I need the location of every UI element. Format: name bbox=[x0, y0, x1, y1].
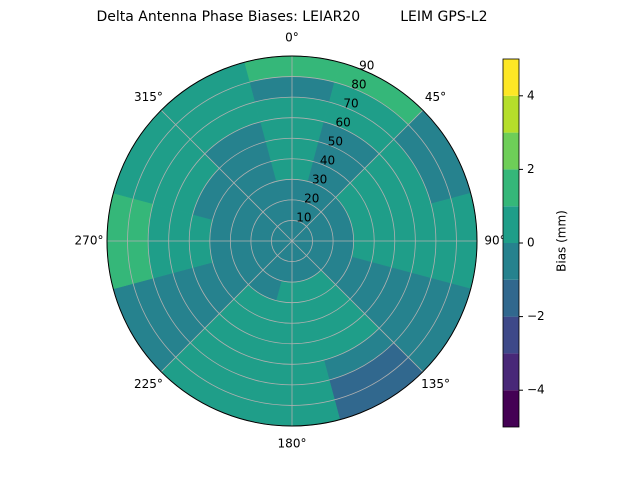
r-tick-label: 30 bbox=[312, 173, 327, 187]
colorbar-segment bbox=[503, 316, 519, 354]
colorbar-segment bbox=[503, 95, 519, 133]
r-tick-label: 40 bbox=[320, 154, 335, 168]
theta-tick-label: 90° bbox=[484, 234, 505, 248]
colorbar-segment bbox=[503, 169, 519, 207]
colorbar-tick-label: 2 bbox=[527, 162, 535, 176]
colorbar-segment bbox=[503, 243, 519, 280]
colorbar-tick-label: −4 bbox=[527, 383, 545, 397]
theta-tick-label: 0° bbox=[285, 31, 299, 45]
theta-tick-label: 180° bbox=[278, 437, 307, 451]
colorbar-segment bbox=[503, 353, 519, 391]
colorbar-segment bbox=[503, 59, 519, 96]
colorbar-tick-label: −2 bbox=[527, 309, 545, 323]
colorbar-label: Bias (mm) bbox=[555, 210, 569, 272]
r-tick-label: 10 bbox=[296, 211, 311, 225]
chart-title: Delta Antenna Phase Biases: LEIAR20 LEIM… bbox=[96, 9, 487, 25]
colorbar-segment bbox=[503, 206, 519, 243]
theta-tick-label: 225° bbox=[134, 377, 163, 391]
polar-frame bbox=[106, 55, 478, 427]
colorbar-segment bbox=[503, 390, 519, 427]
r-tick-label: 80 bbox=[351, 78, 366, 92]
r-tick-label: 60 bbox=[336, 116, 351, 130]
colorbar-segment bbox=[503, 279, 519, 317]
grid-spoke bbox=[160, 109, 293, 242]
r-tick-label: 20 bbox=[304, 192, 319, 206]
r-tick-label: 90 bbox=[359, 59, 374, 73]
grid-spoke bbox=[160, 240, 293, 373]
colorbar-segment bbox=[503, 132, 519, 170]
colorbar-tick-label: 0 bbox=[527, 236, 535, 250]
grid-spoke bbox=[291, 240, 424, 373]
theta-tick-label: 270° bbox=[75, 234, 104, 248]
grid-spoke bbox=[291, 109, 424, 242]
r-tick-label: 70 bbox=[343, 97, 358, 111]
colorbar-tick-label: 4 bbox=[527, 88, 535, 102]
theta-tick-label: 315° bbox=[134, 90, 163, 104]
theta-tick-label: 45° bbox=[425, 90, 446, 104]
theta-tick-label: 135° bbox=[421, 377, 450, 391]
r-tick-label: 50 bbox=[328, 135, 343, 149]
